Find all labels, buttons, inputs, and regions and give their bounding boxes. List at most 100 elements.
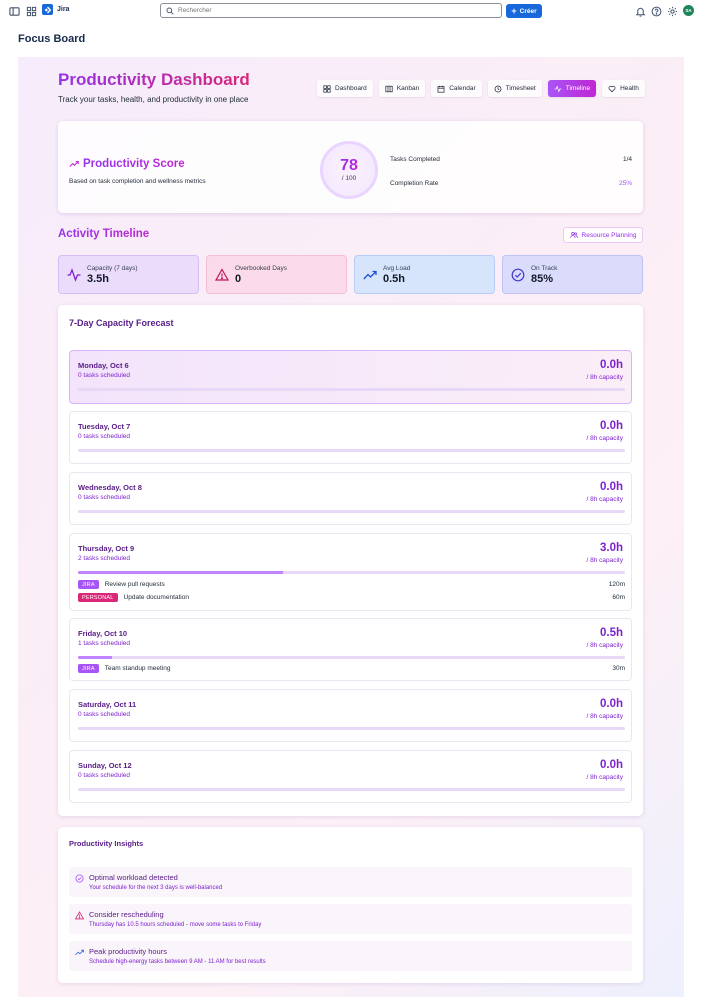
task-duration: 60m (612, 594, 625, 601)
tab-kanban[interactable]: Kanban (378, 80, 426, 97)
day-card-thursday[interactable]: Thursday, Oct 9 2 tasks scheduled 3.0h /… (69, 533, 632, 611)
search-icon (166, 7, 174, 15)
jira-logo-icon (42, 4, 53, 15)
day-load-bar (78, 727, 625, 730)
app-switcher-icon[interactable] (25, 5, 37, 17)
day-task-count: 0 tasks scheduled (78, 494, 131, 501)
day-card-sunday[interactable]: Sunday, Oct 12 0 tasks scheduled 0.0h / … (69, 750, 632, 803)
productivity-score-card: Productivity Score Based on task complet… (58, 121, 643, 213)
users-icon (569, 231, 578, 238)
check-circle-icon (75, 874, 84, 883)
day-card-wednesday[interactable]: Wednesday, Oct 8 0 tasks scheduled 0.0h … (69, 472, 632, 525)
day-hours: 0.0h (599, 420, 623, 432)
insight-title: Optimal workload detected (89, 873, 178, 882)
dashboard-tabs: Dashboard Kanban Calendar Timesheet Time… (317, 80, 645, 97)
task-tag: JIRA (78, 664, 99, 673)
score-gauge: 78 / 100 (320, 141, 378, 199)
metric-value: 85% (531, 272, 554, 285)
metric-avg-load: Avg Load 0.5h (354, 255, 495, 294)
tab-timeline[interactable]: Timeline (547, 80, 597, 97)
resource-planning-button[interactable]: Resource Planning (563, 227, 643, 243)
scheduled-task[interactable]: PERSONAL Update documentation 60m (78, 593, 625, 602)
columns-icon (385, 85, 393, 92)
day-name: Saturday, Oct 11 (78, 700, 137, 709)
stat-completion-rate: Completion Rate 25% (390, 180, 632, 187)
task-title: Team standup meeting (104, 665, 171, 672)
task-tag: JIRA (78, 580, 99, 589)
insight-item: Peak productivity hours Schedule high-en… (69, 941, 632, 971)
day-load-fill (78, 656, 113, 659)
day-hours: 0.5h (599, 627, 623, 639)
search-box[interactable] (160, 3, 502, 18)
sidebar-toggle-icon[interactable] (8, 5, 20, 17)
task-duration: 30m (612, 665, 625, 672)
day-name: Tuesday, Oct 7 (78, 422, 131, 431)
metric-value: 3.5h (87, 272, 110, 285)
day-load-bar (78, 388, 625, 391)
tab-health[interactable]: Health (602, 80, 645, 97)
tab-label: Health (620, 85, 639, 92)
day-card-monday[interactable]: Monday, Oct 6 0 tasks scheduled 0.0h / 8… (69, 350, 632, 404)
user-avatar[interactable]: SA (683, 5, 694, 16)
day-task-count: 2 tasks scheduled (78, 555, 131, 562)
tab-label: Calendar (449, 85, 476, 92)
day-load-bar (78, 449, 625, 452)
insight-detail: Schedule high-energy tasks between 9 AM … (89, 959, 266, 965)
day-capacity: / 8h capacity (586, 374, 624, 381)
day-capacity: / 8h capacity (586, 713, 624, 720)
metric-label: Avg Load (383, 264, 411, 272)
scheduled-task[interactable]: JIRA Review pull requests 120m (78, 580, 625, 589)
day-card-friday[interactable]: Friday, Oct 10 1 tasks scheduled 0.5h / … (69, 618, 632, 681)
warning-icon (75, 911, 84, 920)
tab-timesheet[interactable]: Timesheet (487, 80, 542, 97)
tab-calendar[interactable]: Calendar (431, 80, 482, 97)
metric-value: 0.5h (383, 272, 406, 285)
notifications-bell-icon[interactable] (634, 5, 646, 17)
insight-detail: Thursday has 10.5 hours scheduled - move… (89, 922, 262, 928)
day-capacity: / 8h capacity (586, 774, 624, 781)
tab-label: Timesheet (505, 85, 536, 92)
day-hours: 0.0h (599, 759, 623, 771)
create-button-label: Créer (519, 7, 537, 15)
day-task-count: 0 tasks scheduled (78, 433, 131, 440)
trending-up-icon (75, 949, 84, 956)
insight-item: Consider rescheduling Thursday has 10.5 … (69, 904, 632, 934)
stat-label: Completion Rate (390, 180, 439, 187)
dashboard-subtitle: Track your tasks, health, and productivi… (58, 95, 249, 104)
metric-label: Capacity (7 days) (87, 264, 138, 272)
search-input[interactable] (178, 7, 478, 14)
capacity-forecast-card: 7-Day Capacity Forecast Monday, Oct 6 0 … (58, 305, 643, 816)
metric-label: On Track (531, 264, 558, 272)
clock-icon (494, 85, 502, 92)
insight-detail: Your schedule for the next 3 days is wel… (89, 885, 223, 891)
scheduled-task[interactable]: JIRA Team standup meeting 30m (78, 664, 625, 673)
create-button[interactable]: + Créer (506, 4, 542, 18)
task-duration: 120m (608, 581, 625, 588)
help-icon[interactable] (650, 5, 662, 17)
jira-logo[interactable]: Jira (42, 4, 69, 15)
stat-value: 1/4 (622, 156, 632, 163)
settings-gear-icon[interactable] (666, 5, 678, 17)
day-capacity: / 8h capacity (586, 496, 624, 503)
day-name: Sunday, Oct 12 (78, 761, 132, 770)
tab-label: Timeline (565, 85, 591, 92)
day-load-fill (78, 571, 284, 574)
metric-overbooked-days: Overbooked Days 0 (206, 255, 347, 294)
day-name: Wednesday, Oct 8 (78, 483, 142, 492)
activity-icon (554, 84, 562, 93)
day-card-saturday[interactable]: Saturday, Oct 11 0 tasks scheduled 0.0h … (69, 689, 632, 742)
heart-icon (608, 85, 616, 92)
stat-tasks-completed: Tasks Completed 1/4 (390, 156, 632, 163)
metric-on-track: On Track 85% (502, 255, 643, 294)
score-value: 78 (340, 157, 358, 174)
grid-icon (323, 84, 331, 93)
stat-label: Tasks Completed (390, 156, 440, 163)
avatar-initials: SA (685, 8, 692, 13)
tab-label: Dashboard (335, 85, 367, 92)
day-capacity: / 8h capacity (586, 435, 624, 442)
day-card-tuesday[interactable]: Tuesday, Oct 7 0 tasks scheduled 0.0h / … (69, 411, 632, 464)
tab-dashboard[interactable]: Dashboard (317, 80, 373, 97)
day-name: Thursday, Oct 9 (78, 544, 135, 553)
score-description: Based on task completion and wellness me… (69, 178, 206, 185)
day-hours: 0.0h (599, 698, 623, 710)
